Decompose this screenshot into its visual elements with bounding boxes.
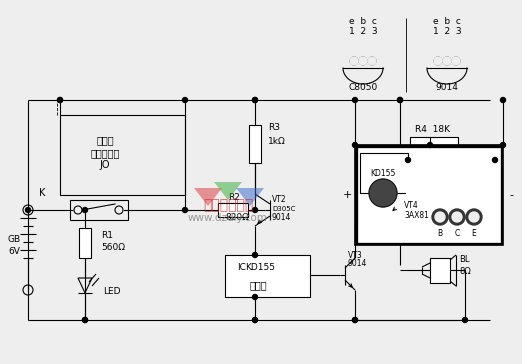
Text: IC: IC [237, 264, 246, 273]
Circle shape [253, 253, 257, 257]
Text: e  b  c: e b c [433, 17, 461, 27]
Text: R3: R3 [268, 123, 280, 132]
Circle shape [469, 212, 479, 222]
Text: B: B [437, 229, 443, 237]
Text: VT2: VT2 [272, 195, 287, 205]
Circle shape [115, 206, 123, 214]
Text: 1kΩ: 1kΩ [268, 138, 286, 146]
Circle shape [183, 98, 187, 103]
Text: 9014: 9014 [435, 83, 458, 92]
Text: 9014: 9014 [348, 260, 367, 269]
Circle shape [452, 212, 462, 222]
Text: 定时器触点: 定时器触点 [90, 148, 120, 158]
Circle shape [501, 98, 505, 103]
Text: R1: R1 [101, 230, 113, 240]
Circle shape [428, 142, 433, 147]
Polygon shape [194, 188, 222, 206]
Circle shape [452, 57, 460, 65]
Text: 电子制作天地: 电子制作天地 [203, 198, 253, 212]
Circle shape [352, 317, 358, 323]
Text: R2: R2 [228, 193, 240, 202]
Circle shape [501, 142, 505, 147]
Circle shape [253, 294, 257, 300]
Circle shape [368, 57, 376, 65]
Text: 3AX81: 3AX81 [404, 210, 429, 219]
Text: C8050: C8050 [348, 83, 377, 92]
Text: 9014: 9014 [272, 214, 291, 222]
Circle shape [432, 209, 448, 225]
Text: 6V: 6V [8, 248, 20, 257]
Bar [60, 115, 185, 195]
Bar [410, 137, 458, 145]
Text: 音乐片: 音乐片 [249, 280, 267, 290]
Circle shape [466, 209, 482, 225]
Bar [360, 153, 408, 193]
Bar [225, 255, 310, 297]
Bar [70, 200, 128, 220]
Circle shape [449, 209, 465, 225]
Circle shape [74, 206, 82, 214]
Circle shape [406, 158, 410, 162]
Circle shape [82, 317, 88, 323]
Circle shape [57, 98, 63, 103]
Circle shape [183, 207, 187, 213]
Text: GB: GB [7, 236, 20, 245]
Text: R4  18K: R4 18K [415, 126, 450, 135]
Circle shape [253, 207, 257, 213]
Circle shape [352, 317, 358, 323]
Text: BL: BL [459, 256, 469, 265]
Text: +: + [342, 190, 352, 200]
Circle shape [82, 317, 88, 323]
Text: 电风扇: 电风扇 [96, 135, 114, 145]
Bar [358, 148, 500, 242]
Polygon shape [214, 182, 242, 200]
Text: KD155: KD155 [370, 169, 396, 178]
Circle shape [435, 212, 445, 222]
Text: -: - [509, 190, 513, 200]
Circle shape [253, 317, 257, 323]
Circle shape [253, 317, 257, 323]
Bar [355, 145, 503, 245]
Circle shape [492, 158, 497, 162]
Circle shape [352, 142, 358, 147]
Text: D305C: D305C [272, 206, 295, 212]
Circle shape [57, 98, 63, 103]
Text: 1  2  3: 1 2 3 [433, 28, 461, 36]
Text: E: E [471, 229, 477, 237]
Circle shape [253, 98, 257, 103]
Text: VT3: VT3 [348, 250, 363, 260]
Bar [79, 228, 91, 258]
Circle shape [397, 98, 402, 103]
Circle shape [434, 57, 442, 65]
Circle shape [82, 207, 88, 213]
Text: 560Ω: 560Ω [101, 242, 125, 252]
Circle shape [369, 179, 397, 207]
Bar [218, 203, 248, 217]
Text: LED: LED [103, 288, 121, 297]
Polygon shape [236, 188, 264, 206]
Circle shape [443, 57, 451, 65]
Circle shape [253, 98, 257, 103]
Text: e  b  c: e b c [349, 17, 377, 27]
Text: JO: JO [100, 160, 110, 170]
Bar [430, 258, 450, 283]
Text: 1  2  3: 1 2 3 [349, 28, 377, 36]
Text: 8Ω: 8Ω [459, 268, 471, 277]
Bar [249, 125, 261, 163]
Circle shape [397, 98, 402, 103]
Circle shape [352, 98, 358, 103]
Text: C: C [454, 229, 460, 237]
Circle shape [350, 57, 358, 65]
Text: VT4: VT4 [404, 201, 419, 210]
Text: www.dzdiy.com: www.dzdiy.com [188, 213, 268, 223]
Circle shape [462, 317, 468, 323]
Circle shape [359, 57, 367, 65]
Circle shape [26, 207, 30, 213]
Text: KD155: KD155 [245, 264, 275, 273]
Text: K: K [39, 188, 45, 198]
Text: 820Ω: 820Ω [225, 214, 249, 222]
